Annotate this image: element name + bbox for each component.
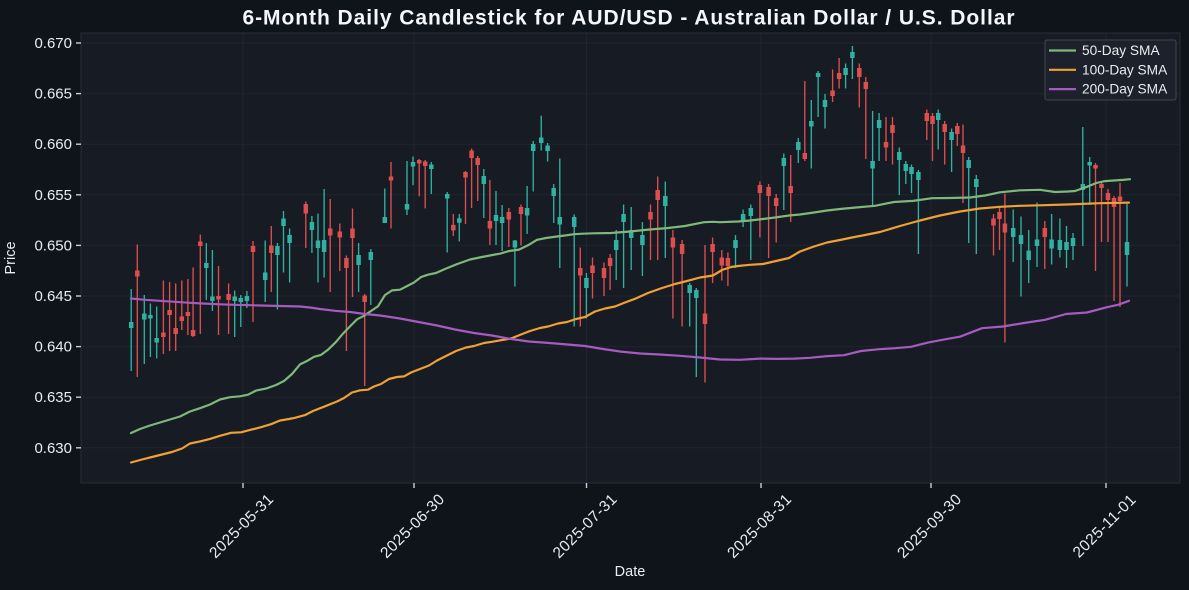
svg-text:Date: Date bbox=[615, 564, 646, 580]
svg-text:6-Month Daily Candlestick for: 6-Month Daily Candlestick for AUD/USD - … bbox=[242, 7, 1015, 30]
svg-text:50-Day SMA: 50-Day SMA bbox=[1082, 43, 1160, 58]
svg-text:0.655: 0.655 bbox=[34, 187, 72, 204]
svg-text:0.650: 0.650 bbox=[34, 237, 72, 254]
svg-text:200-Day SMA: 200-Day SMA bbox=[1082, 82, 1168, 97]
svg-text:0.665: 0.665 bbox=[34, 86, 72, 103]
svg-text:100-Day SMA: 100-Day SMA bbox=[1082, 62, 1168, 77]
svg-text:0.630: 0.630 bbox=[34, 440, 72, 457]
svg-text:0.660: 0.660 bbox=[34, 136, 72, 153]
svg-text:0.635: 0.635 bbox=[34, 389, 72, 406]
svg-text:Price: Price bbox=[3, 241, 19, 274]
svg-text:0.670: 0.670 bbox=[34, 35, 72, 52]
svg-text:0.645: 0.645 bbox=[34, 288, 72, 305]
svg-text:0.640: 0.640 bbox=[34, 339, 72, 356]
